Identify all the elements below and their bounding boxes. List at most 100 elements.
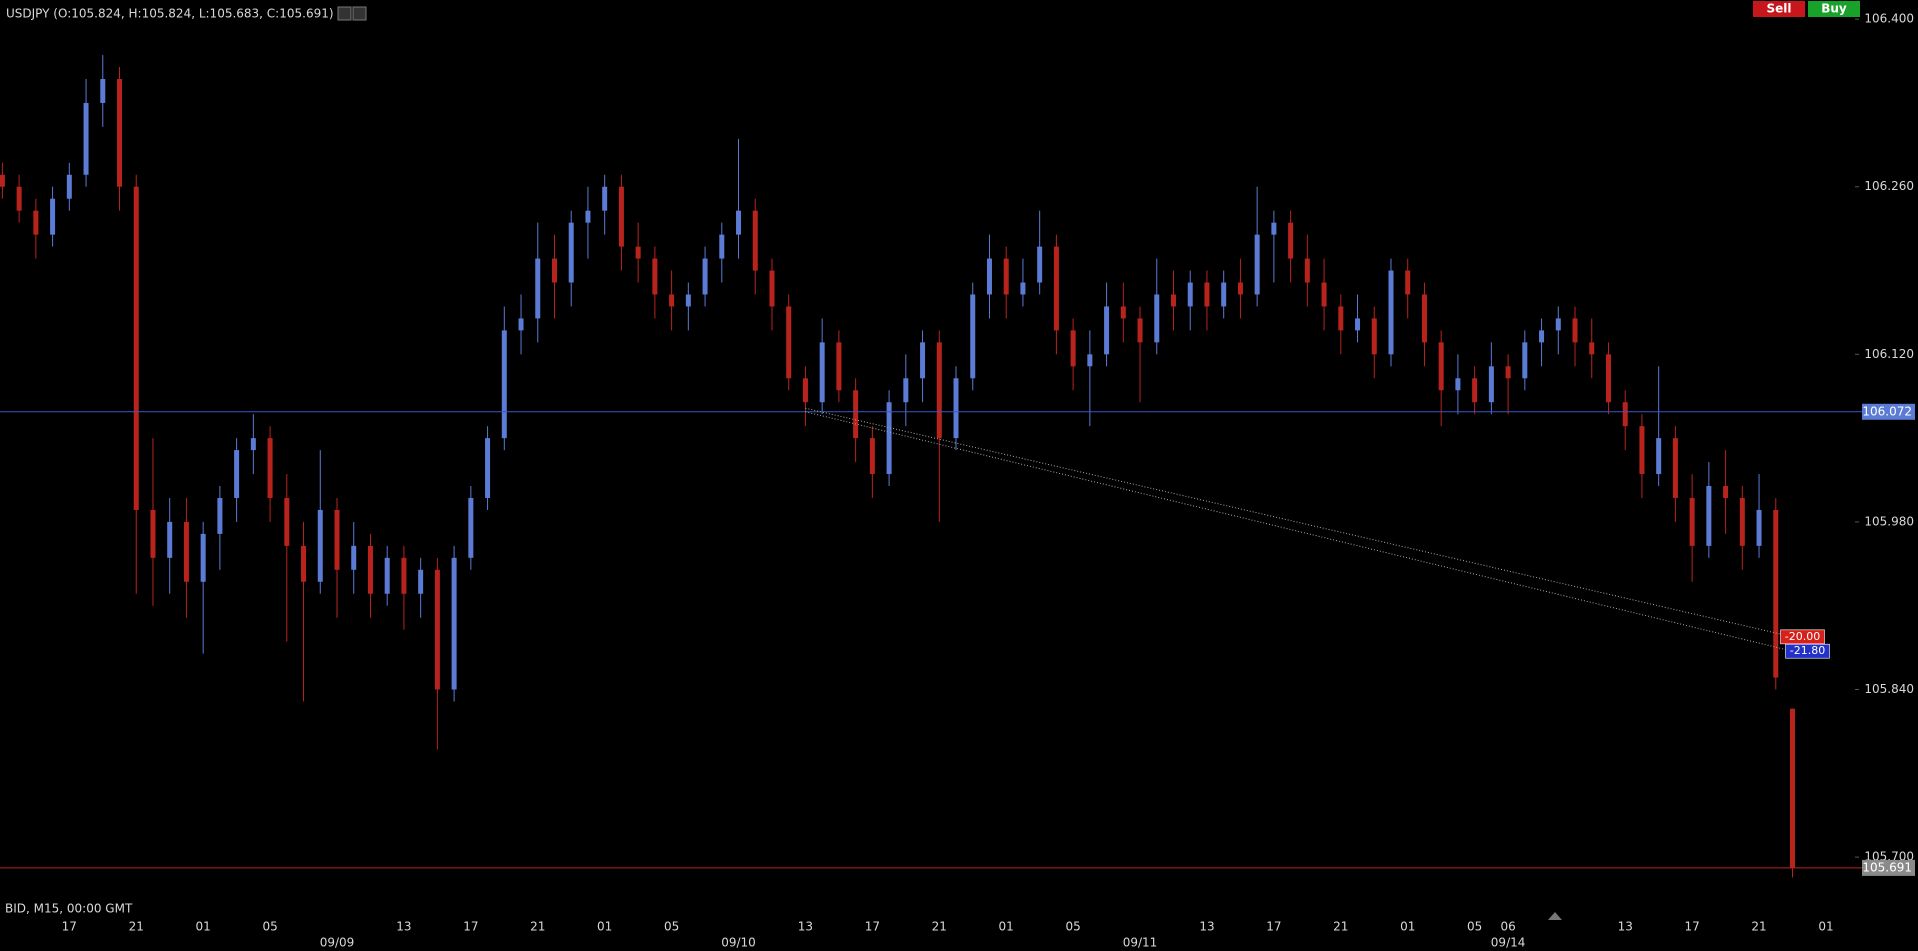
candle-body bbox=[1488, 366, 1494, 403]
y-tick-label: 106.120 bbox=[1864, 347, 1914, 361]
candle-body bbox=[284, 497, 290, 546]
candle-body bbox=[33, 210, 39, 235]
x-tick-label: 17 bbox=[62, 920, 77, 934]
x-tick-label: 06 bbox=[1500, 920, 1515, 934]
price-label: 106.072 bbox=[1862, 404, 1912, 418]
x-tick-label: 17 bbox=[1684, 920, 1699, 934]
candle-body bbox=[1706, 486, 1712, 546]
y-tick-label: 105.840 bbox=[1864, 682, 1914, 696]
candle-body bbox=[702, 258, 708, 295]
candle-body bbox=[183, 521, 189, 582]
date-label: 09/09 bbox=[320, 936, 355, 950]
candle-body bbox=[167, 521, 173, 558]
candle-body bbox=[1405, 270, 1411, 295]
candle-body bbox=[802, 378, 808, 403]
candle-body bbox=[1656, 438, 1662, 475]
candle-body bbox=[1120, 306, 1126, 319]
candle-body bbox=[920, 342, 926, 379]
candle-body bbox=[1589, 342, 1595, 355]
trend-label: -21.80 bbox=[1790, 644, 1825, 657]
candle-body bbox=[1037, 246, 1043, 283]
candle-body bbox=[1187, 282, 1193, 307]
candle-body bbox=[150, 509, 156, 558]
candle-body bbox=[1622, 402, 1628, 427]
candle-body bbox=[752, 210, 758, 271]
x-tick-label: 17 bbox=[865, 920, 880, 934]
trend-label-box bbox=[1780, 629, 1825, 645]
candle-body bbox=[1087, 354, 1093, 367]
candle-body bbox=[986, 258, 992, 295]
candle-body bbox=[1790, 708, 1796, 868]
x-tick-label: 01 bbox=[597, 920, 612, 934]
x-tick-label: 05 bbox=[262, 920, 277, 934]
buy-label[interactable]: Buy bbox=[1821, 2, 1847, 16]
candle-body bbox=[418, 569, 424, 594]
x-tick-label: 21 bbox=[530, 920, 545, 934]
info-label: BID, M15, 00:00 GMT bbox=[5, 902, 133, 916]
candle-body bbox=[1505, 366, 1511, 379]
candle-body bbox=[451, 557, 457, 690]
candle-body bbox=[1003, 258, 1009, 295]
x-tick-label: 13 bbox=[1618, 920, 1633, 934]
buy-button[interactable] bbox=[1808, 1, 1860, 17]
candle-body bbox=[1070, 330, 1076, 367]
candle-body bbox=[1438, 342, 1444, 391]
candle-body bbox=[250, 438, 256, 451]
x-tick-label: 13 bbox=[798, 920, 813, 934]
candle-body bbox=[66, 174, 72, 199]
candle-body bbox=[836, 342, 842, 391]
candle-body bbox=[518, 318, 524, 331]
candle-body bbox=[1572, 318, 1578, 343]
chart-title: USDJPY (O:105.824, H:105.824, L:105.683,… bbox=[6, 7, 334, 21]
candle-body bbox=[1723, 486, 1729, 498]
scroll-marker bbox=[1548, 912, 1562, 920]
x-tick-label: 05 bbox=[1467, 920, 1482, 934]
y-tick-label: 105.980 bbox=[1864, 514, 1914, 528]
candle-body bbox=[1522, 342, 1528, 379]
candle-body bbox=[1104, 306, 1110, 355]
trend-line bbox=[805, 411, 1793, 652]
x-tick-label: 01 bbox=[1400, 920, 1415, 934]
x-tick-label: 05 bbox=[664, 920, 679, 934]
candle-body bbox=[234, 450, 240, 498]
candle-body bbox=[267, 438, 273, 498]
sell-button[interactable] bbox=[1753, 1, 1805, 17]
candle-body bbox=[853, 390, 859, 439]
trend-label-box bbox=[1785, 643, 1830, 659]
candle-body bbox=[50, 198, 56, 235]
candle-body bbox=[618, 186, 624, 247]
price-label-box bbox=[1862, 859, 1915, 876]
x-tick-label: 17 bbox=[463, 920, 478, 934]
candle-body bbox=[1237, 282, 1243, 295]
candle-body bbox=[100, 79, 106, 103]
candle-body bbox=[769, 270, 775, 307]
candle-body bbox=[133, 186, 139, 510]
candle-body bbox=[367, 545, 373, 594]
candle-body bbox=[953, 378, 959, 439]
x-tick-label: 05 bbox=[1065, 920, 1080, 934]
candle-body bbox=[1154, 294, 1160, 343]
price-label: 105.691 bbox=[1862, 860, 1912, 874]
candle-body bbox=[936, 342, 942, 439]
close-icon[interactable] bbox=[352, 6, 367, 21]
y-tick-label: 106.400 bbox=[1864, 12, 1914, 26]
date-label: 09/14 bbox=[1491, 936, 1526, 950]
candle-body bbox=[685, 294, 691, 307]
candle-body bbox=[1672, 438, 1678, 498]
candle-body bbox=[903, 378, 909, 403]
sell-label[interactable]: Sell bbox=[1766, 2, 1791, 16]
x-tick-label: 13 bbox=[1199, 920, 1214, 934]
candle-body bbox=[1288, 222, 1294, 259]
y-tick-label: 106.260 bbox=[1864, 179, 1914, 193]
x-tick-label: 21 bbox=[129, 920, 144, 934]
candle-body bbox=[1338, 306, 1344, 331]
settings-icon[interactable] bbox=[337, 6, 352, 21]
candle-body bbox=[1739, 497, 1745, 546]
x-tick-label: 21 bbox=[1751, 920, 1766, 934]
candle-body bbox=[1388, 270, 1394, 355]
candle-body bbox=[1221, 282, 1227, 307]
candle-body bbox=[83, 102, 89, 175]
